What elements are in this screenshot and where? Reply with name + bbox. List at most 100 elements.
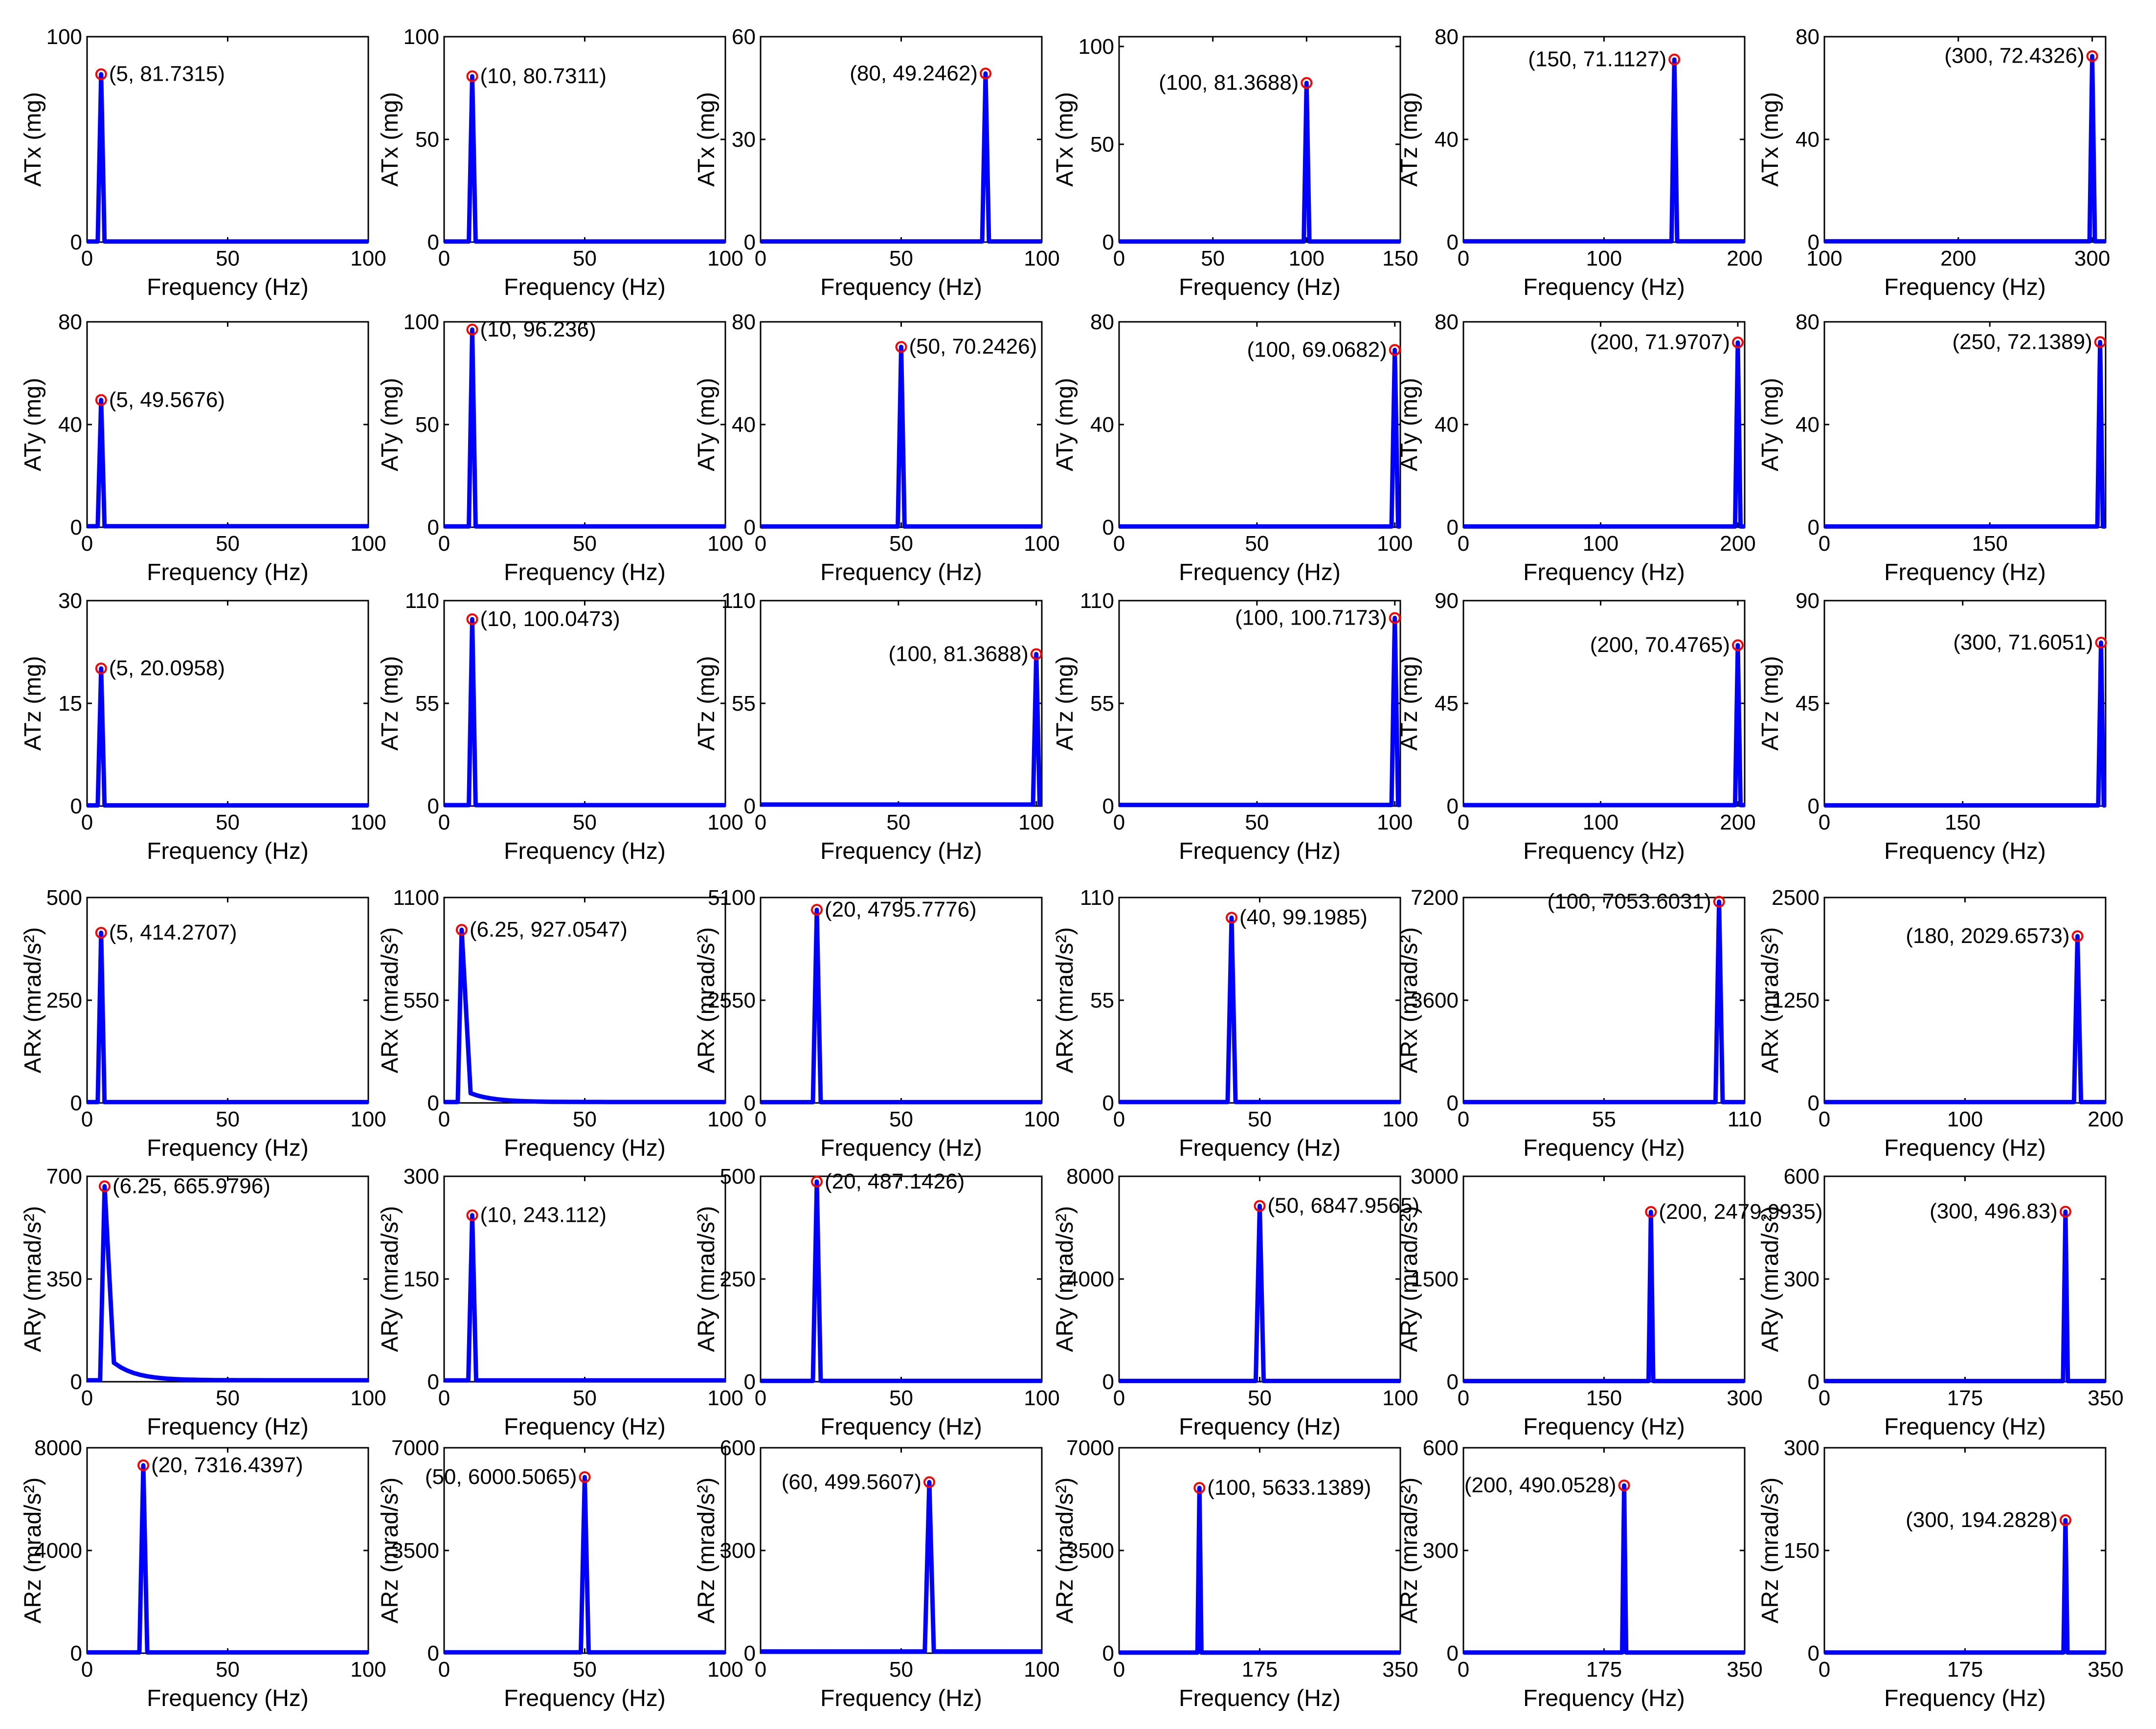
y-tick-label: 80 [1435, 310, 1459, 334]
y-tick-label: 80 [58, 310, 82, 334]
x-tick-label: 50 [216, 532, 240, 556]
y-axis-label: ARy (mrad/s²) [1396, 1206, 1422, 1352]
x-tick-label: 50 [216, 1107, 240, 1131]
x-tick-label: 100 [1024, 1107, 1059, 1131]
peak-label: (250, 72.1389) [1953, 330, 2092, 354]
y-tick-label: 0 [1447, 230, 1459, 254]
y-tick-label: 0 [1808, 1091, 1819, 1115]
peak-label: (6.25, 665.9796) [112, 1174, 270, 1198]
x-tick-label: 100 [350, 810, 386, 834]
x-tick-label: 50 [573, 532, 597, 556]
x-tick-label: 50 [1201, 247, 1225, 270]
peak-marker [2059, 1206, 2071, 1218]
peak-label: (100, 7053.6031) [1548, 890, 1711, 914]
x-axis-label: Frequency (Hz) [820, 274, 982, 300]
x-tick-label: 100 [707, 1658, 743, 1682]
y-tick-label: 40 [58, 413, 82, 437]
y-tick-label: 0 [427, 1370, 439, 1394]
x-tick-label: 0 [1819, 1386, 1830, 1410]
y-axis-label: ARx (mrad/s²) [20, 927, 46, 1074]
peak-marker [2086, 50, 2098, 62]
y-tick-label: 110 [721, 589, 756, 613]
plot-frame [86, 1175, 369, 1383]
y-tick-label: 55 [415, 692, 439, 716]
x-tick-label: 100 [1586, 247, 1622, 270]
y-tick-label: 50 [415, 413, 439, 437]
peak-marker [466, 323, 478, 336]
y-tick-label: 3500 [391, 1539, 439, 1563]
y-tick-label: 3600 [1411, 988, 1459, 1012]
spectrum-line [1824, 934, 2106, 1104]
peak-marker [2071, 930, 2084, 943]
x-tick-label: 50 [216, 1386, 240, 1410]
x-tick-label: 0 [1458, 1386, 1469, 1410]
x-tick-label: 0 [1113, 1658, 1125, 1682]
y-tick-label: 300 [1423, 1539, 1459, 1563]
x-axis-label: Frequency (Hz) [1179, 1135, 1341, 1161]
spectrum-line [1463, 899, 1745, 1104]
y-axis-label: ATx (mg) [1757, 92, 1783, 187]
x-tick-label: 50 [216, 247, 240, 270]
x-tick-label: 150 [1382, 247, 1418, 270]
x-tick-label: 100 [1583, 810, 1618, 834]
x-tick-label: 0 [81, 1107, 93, 1131]
spectrum-line [1463, 57, 1745, 244]
plot-frame [1118, 600, 1401, 807]
subplot: 0 50 100 0 40 80 Frequency (Hz) ATy (mg) (5, 49.… [20, 310, 386, 585]
x-tick-label: 100 [1289, 247, 1325, 270]
x-tick-label: 100 [707, 1386, 743, 1410]
y-tick-label: 30 [58, 589, 82, 613]
peak-marker [895, 341, 907, 353]
y-tick-label: 0 [1447, 794, 1459, 818]
y-tick-label: 90 [1435, 589, 1459, 613]
y-tick-label: 0 [744, 1370, 756, 1394]
y-tick-label: 110 [1080, 589, 1114, 613]
peak-label: (20, 487.1426) [825, 1169, 965, 1193]
x-axis-label: Frequency (Hz) [504, 560, 666, 585]
y-axis-label: ARz (mrad/s²) [20, 1478, 46, 1624]
x-tick-label: 100 [350, 1658, 386, 1682]
y-tick-label: 80 [1796, 25, 1819, 49]
subplot: 0 100 200 0 1250 2500 Frequency (Hz) ARx (mrad/… [1757, 886, 2124, 1161]
subplot: 0 50 100 0 150 300 Frequency (Hz) ARy (mrad/s²)… [377, 1165, 743, 1440]
y-tick-label: 500 [46, 886, 82, 910]
plot-frame [760, 600, 1043, 807]
x-axis-label: Frequency (Hz) [147, 838, 309, 864]
y-tick-label: 250 [720, 1267, 756, 1291]
y-axis-label: ATz (mg) [1052, 656, 1078, 751]
plot-frame [1462, 897, 1746, 1104]
x-tick-label: 0 [755, 1386, 766, 1410]
x-tick-label: 0 [1113, 810, 1125, 834]
peak-marker [466, 1209, 478, 1221]
subplot: 0 100 200 0 45 90 Frequency (Hz) ATz (mg) (200, … [1396, 589, 1756, 864]
plot-frame [443, 600, 726, 807]
spectrum-line [444, 327, 725, 529]
spectrum-line [444, 1475, 725, 1655]
y-tick-label: 0 [70, 1370, 82, 1394]
y-axis-label: ATy (mg) [1052, 378, 1078, 471]
x-tick-label: 0 [81, 810, 93, 834]
spectrum-line [761, 651, 1042, 807]
subplot: 0 50 100 0 55 110 Frequency (Hz) ATz (mg) (10, 1… [377, 589, 743, 864]
x-tick-label: 100 [1377, 810, 1413, 834]
subplot: 0 175 350 0 150 300 Frequency (Hz) ARz (mrad/s²… [1757, 1436, 2124, 1711]
y-tick-label: 0 [1102, 1641, 1114, 1665]
peak-marker [811, 1175, 823, 1188]
x-tick-label: 100 [1024, 1386, 1059, 1410]
x-axis-label: Frequency (Hz) [1523, 1135, 1685, 1161]
x-axis-label: Frequency (Hz) [1884, 560, 2046, 585]
x-tick-label: 0 [438, 810, 450, 834]
spectrum-line [87, 930, 368, 1104]
y-tick-label: 7000 [391, 1436, 439, 1460]
y-tick-label: 3500 [1066, 1539, 1114, 1563]
subplot: 0 50 100 0 55 110 Frequency (Hz) ARx (mrad/s²) (… [1052, 886, 1418, 1161]
x-axis-label: Frequency (Hz) [820, 1685, 982, 1711]
y-tick-label: 150 [1784, 1539, 1819, 1563]
y-tick-label: 40 [1796, 128, 1819, 152]
x-tick-label: 100 [350, 1107, 386, 1131]
